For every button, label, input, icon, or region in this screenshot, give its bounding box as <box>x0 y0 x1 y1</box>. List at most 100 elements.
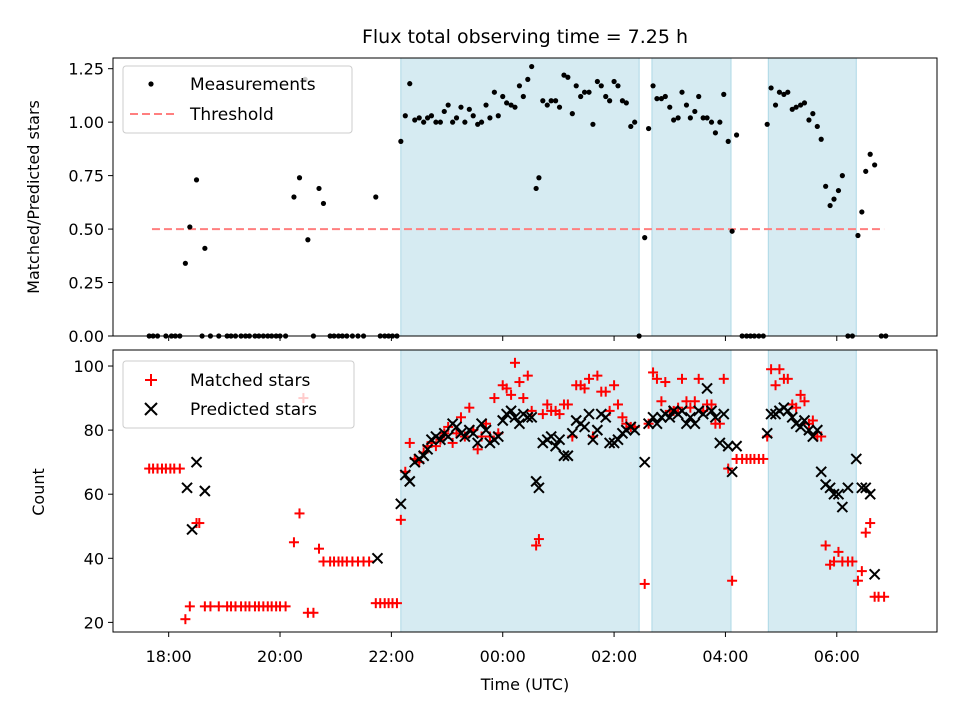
matched-point <box>677 373 688 384</box>
matched-point <box>501 383 512 394</box>
matched-point <box>833 546 844 557</box>
predicted-point <box>786 411 798 424</box>
x-tick-label: 20:00 <box>257 647 303 666</box>
top-legend-box <box>122 65 353 134</box>
measurement-point <box>598 83 604 89</box>
x-tick-label: 04:00 <box>702 647 748 666</box>
predicted-point <box>450 421 463 433</box>
matched-point <box>689 396 700 407</box>
predicted-point <box>181 482 193 494</box>
predicted-point <box>761 427 773 440</box>
y-tick-label: 80 <box>84 421 104 440</box>
matched-point <box>766 364 777 375</box>
measurement-point <box>827 202 833 209</box>
measurement-point <box>729 228 735 234</box>
matched-point <box>464 402 475 413</box>
matched-point <box>770 380 781 391</box>
top-axes-frame <box>112 57 938 337</box>
matched-point <box>829 556 839 567</box>
predicted-point <box>497 414 509 427</box>
measurement-point <box>721 91 727 97</box>
matched-point <box>820 540 831 551</box>
predicted-point <box>434 434 447 446</box>
measurement-point <box>421 119 427 125</box>
measurement-point <box>291 194 297 200</box>
shaded-interval <box>400 57 640 337</box>
y-tick-label: 0.25 <box>68 274 104 293</box>
predicted-point <box>475 417 488 430</box>
bottom-panel: 20 40 60 80 100 18:00 20:00 22:00 00:00 02:00 04:… <box>29 349 938 694</box>
matched-point <box>531 540 542 551</box>
legend-predicted-marker <box>144 402 158 416</box>
predicted-point <box>492 430 504 443</box>
predicted-points <box>181 382 881 581</box>
matched-point <box>537 409 548 420</box>
matched-point <box>506 389 517 400</box>
legend-measurements-marker <box>148 81 154 87</box>
predicted-point <box>701 382 713 395</box>
measurement-point <box>704 115 710 121</box>
measurement-point <box>536 175 542 181</box>
measurement-point <box>594 78 600 85</box>
predicted-point <box>676 405 688 417</box>
predicted-point <box>803 424 815 436</box>
measurement-point <box>692 108 698 115</box>
measurement-point <box>412 117 418 123</box>
predicted-point <box>190 456 203 468</box>
predicted-point <box>680 417 693 430</box>
measurement-point <box>712 130 719 136</box>
measurement-point <box>725 138 731 144</box>
measurement-point <box>520 93 526 100</box>
matched-point <box>656 396 667 407</box>
measurement-point <box>573 83 579 89</box>
predicted-point <box>186 523 198 536</box>
matched-point <box>758 453 769 464</box>
predicted-point <box>612 434 624 446</box>
y-tick-label: 100 <box>73 357 104 376</box>
bottom-axes-frame <box>112 349 938 633</box>
predicted-point <box>371 552 384 565</box>
matched-point <box>184 601 195 612</box>
matched-point <box>472 444 483 455</box>
measurement-points <box>146 63 889 339</box>
bottom-y-axis: 20 40 60 80 100 <box>73 357 113 632</box>
bottom-y-axis-label: Count <box>29 468 48 516</box>
bottom-legend: Matched stars Predicted stars <box>122 360 355 429</box>
measurement-point <box>483 102 489 108</box>
measurement-point <box>611 78 617 85</box>
measurement-point <box>650 83 656 89</box>
predicted-point <box>600 411 612 424</box>
predicted-point <box>689 417 701 430</box>
y-tick-label: 40 <box>84 549 104 568</box>
measurement-point <box>628 123 634 130</box>
predicted-point <box>684 411 697 424</box>
matched-point <box>799 396 810 407</box>
measurement-point <box>441 108 447 115</box>
matched-point <box>455 412 466 423</box>
predicted-point <box>442 430 454 443</box>
predicted-point <box>533 482 545 494</box>
matched-point <box>205 601 216 612</box>
measurement-point <box>806 117 812 123</box>
matched-point <box>791 402 802 413</box>
matched-point <box>584 373 595 384</box>
measurement-point <box>548 98 554 104</box>
predicted-point <box>587 434 599 446</box>
measurement-point <box>500 93 506 100</box>
measurement-point <box>182 260 188 266</box>
matched-point <box>404 437 415 448</box>
matched-point <box>194 518 205 529</box>
measurement-point <box>687 115 693 121</box>
measurement-point <box>296 175 303 181</box>
y-tick-label: 20 <box>84 613 104 632</box>
predicted-point <box>578 421 591 433</box>
predicted-point <box>718 408 730 420</box>
matched-point <box>542 399 553 410</box>
measurement-point <box>679 89 685 95</box>
shaded-interval <box>400 349 640 633</box>
matched-point <box>879 591 890 602</box>
predicted-point <box>836 501 849 513</box>
predicted-point <box>480 424 492 436</box>
measurement-point <box>458 104 464 110</box>
matched-point <box>533 534 544 545</box>
